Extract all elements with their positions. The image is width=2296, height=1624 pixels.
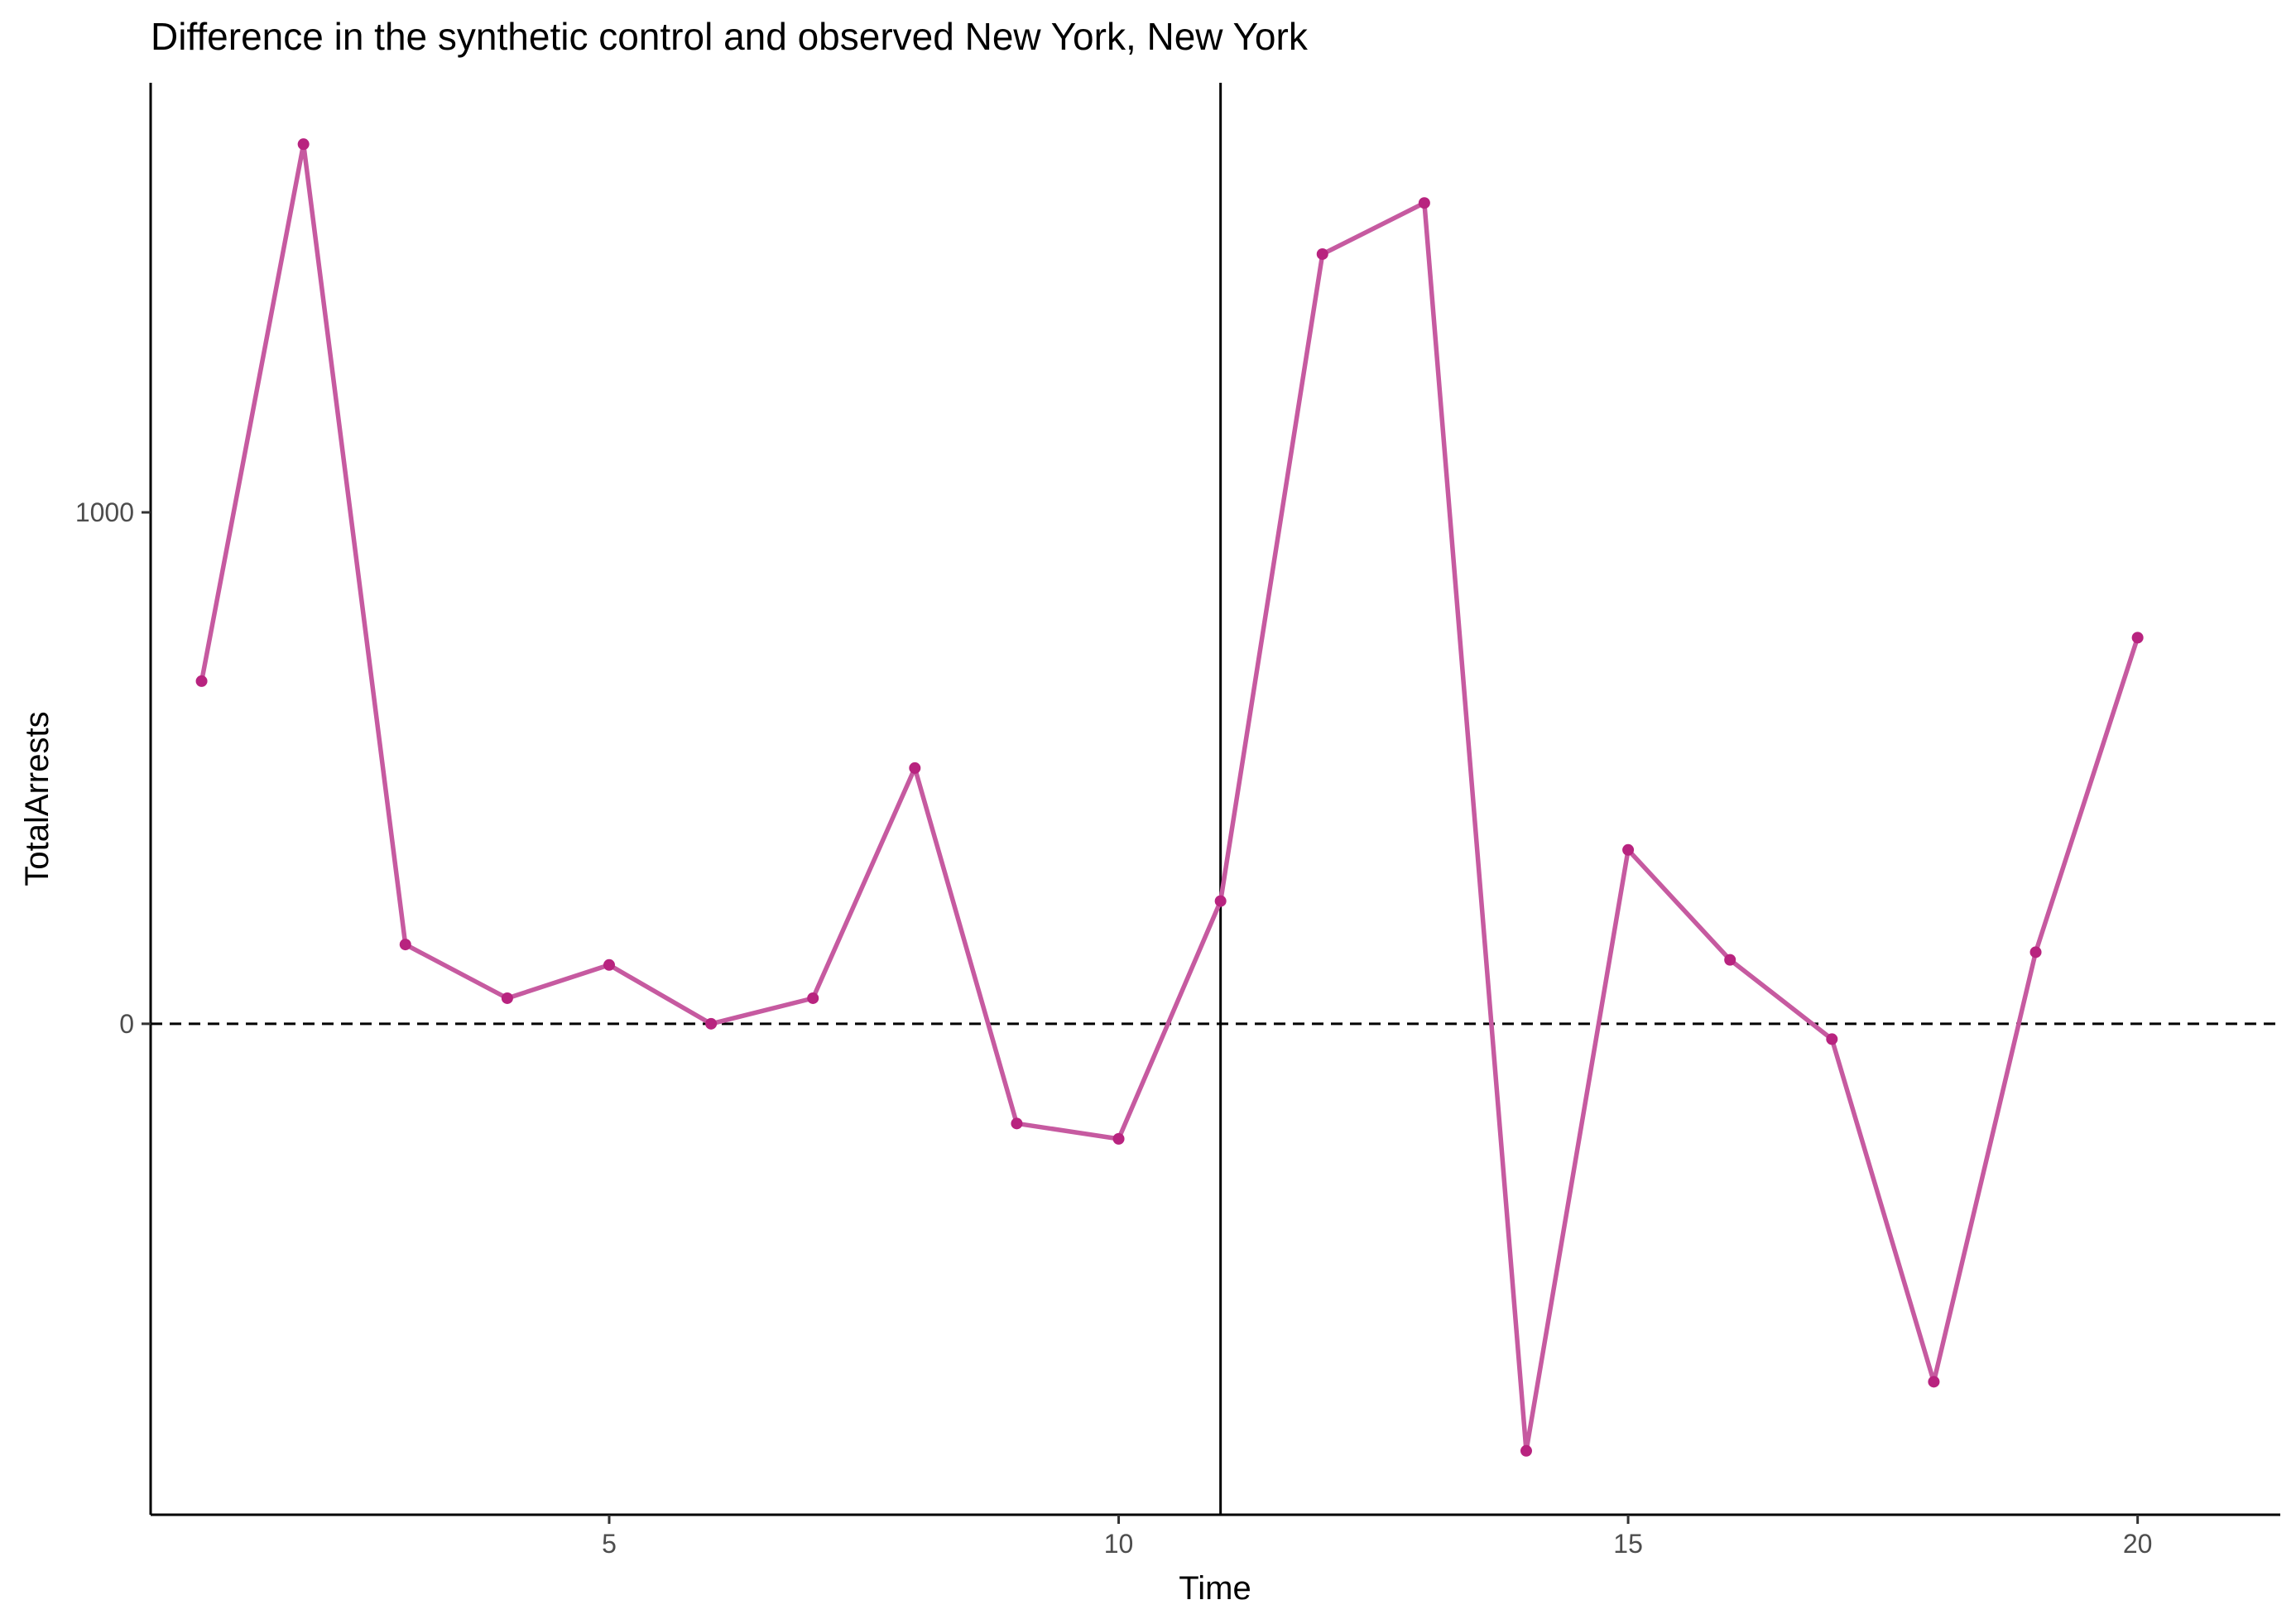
data-point-9	[1011, 1117, 1023, 1130]
data-point-6	[705, 1017, 718, 1030]
x-tick-label-10: 10	[1104, 1529, 1134, 1559]
x-tick-label-15: 15	[1613, 1529, 1643, 1559]
y-axis-title: TotalArrests	[19, 711, 55, 886]
data-point-8	[909, 762, 921, 774]
y-axis-ticks: 0 1000	[75, 497, 151, 1039]
data-point-11	[1214, 895, 1227, 907]
x-tick-label-20: 20	[2123, 1529, 2153, 1559]
data-point-14	[1520, 1444, 1532, 1457]
data-point-2	[297, 138, 310, 151]
data-point-17	[1826, 1033, 1838, 1045]
x-axis-title: Time	[1179, 1570, 1251, 1607]
data-point-15	[1622, 843, 1635, 856]
data-point-4	[501, 992, 513, 1004]
data-point-3	[399, 939, 411, 951]
plot-area	[151, 83, 2280, 1515]
chart-title: Difference in the synthetic control and …	[151, 15, 1309, 58]
data-point-7	[807, 992, 819, 1004]
data-point-19	[2029, 946, 2042, 959]
data-point-16	[1724, 954, 1736, 966]
x-axis-ticks: 5 10 15 20	[602, 1515, 2152, 1559]
data-point-12	[1316, 247, 1328, 260]
series-line-0	[199, 142, 2140, 1453]
data-point-5	[603, 959, 615, 971]
data-point-10	[1112, 1132, 1125, 1145]
data-point-20	[2131, 632, 2144, 644]
data-point-13	[1418, 197, 1430, 209]
data-point-1	[195, 675, 208, 687]
data-point-18	[1928, 1376, 1940, 1388]
y-tick-label-1000: 1000	[75, 497, 134, 527]
y-tick-label-0: 0	[119, 1009, 134, 1039]
x-tick-label-5: 5	[602, 1529, 617, 1559]
